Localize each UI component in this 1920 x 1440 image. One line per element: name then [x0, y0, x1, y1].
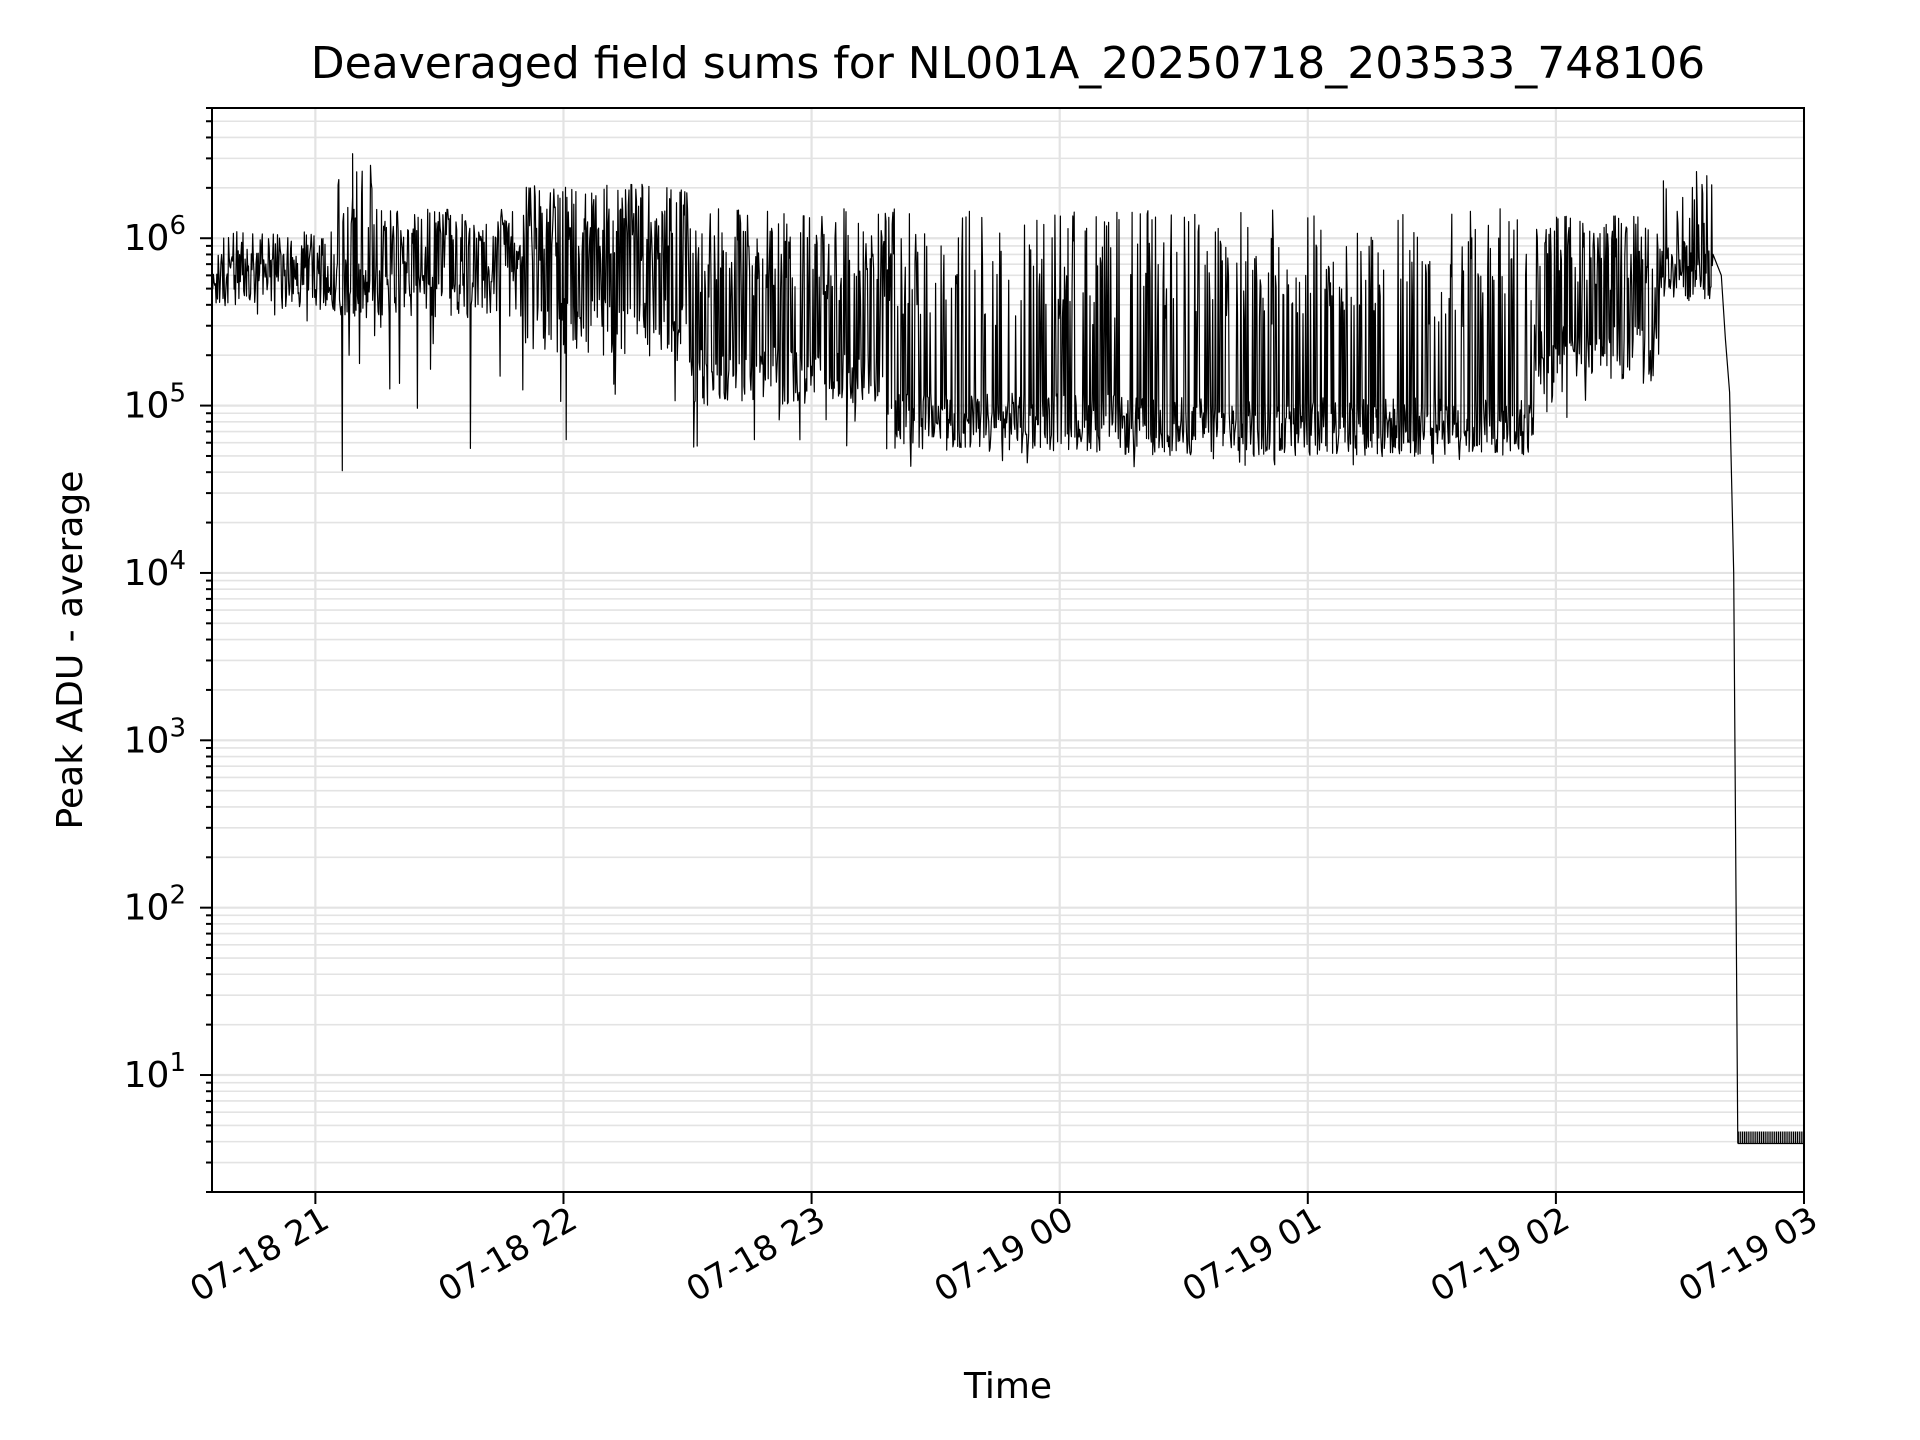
y-tick-base: 10 — [124, 888, 170, 929]
y-tick-label: 104 — [124, 546, 186, 594]
y-tick-label: 103 — [124, 713, 186, 761]
y-tick-base: 10 — [124, 218, 170, 259]
y-tick-exponent: 2 — [169, 881, 186, 911]
y-axis-label: Peak ADU - average — [50, 471, 91, 830]
y-tick-exponent: 6 — [169, 211, 186, 241]
chart-title: Deaveraged field sums for NL001A_2025071… — [311, 38, 1705, 89]
y-tick-label: 101 — [124, 1048, 186, 1096]
y-tick-base: 10 — [124, 386, 170, 427]
series-line — [211, 153, 1739, 1144]
y-tick-base: 10 — [124, 720, 170, 761]
y-tick-label: 106 — [124, 211, 186, 259]
y-tick-label: 102 — [124, 881, 186, 929]
plot-area — [211, 153, 1804, 1145]
y-tick-exponent: 5 — [169, 379, 186, 409]
y-tick-base: 10 — [124, 1055, 170, 1096]
x-axis-label: Time — [963, 1366, 1052, 1407]
series-floor — [1737, 1131, 1804, 1145]
y-tick-label: 105 — [124, 379, 186, 427]
y-tick-exponent: 4 — [169, 546, 186, 576]
y-tick-exponent: 3 — [169, 713, 186, 743]
grid — [212, 107, 1806, 1193]
y-tick-exponent: 1 — [169, 1048, 186, 1078]
y-tick-base: 10 — [124, 553, 170, 594]
axes-frame — [211, 107, 1805, 1193]
